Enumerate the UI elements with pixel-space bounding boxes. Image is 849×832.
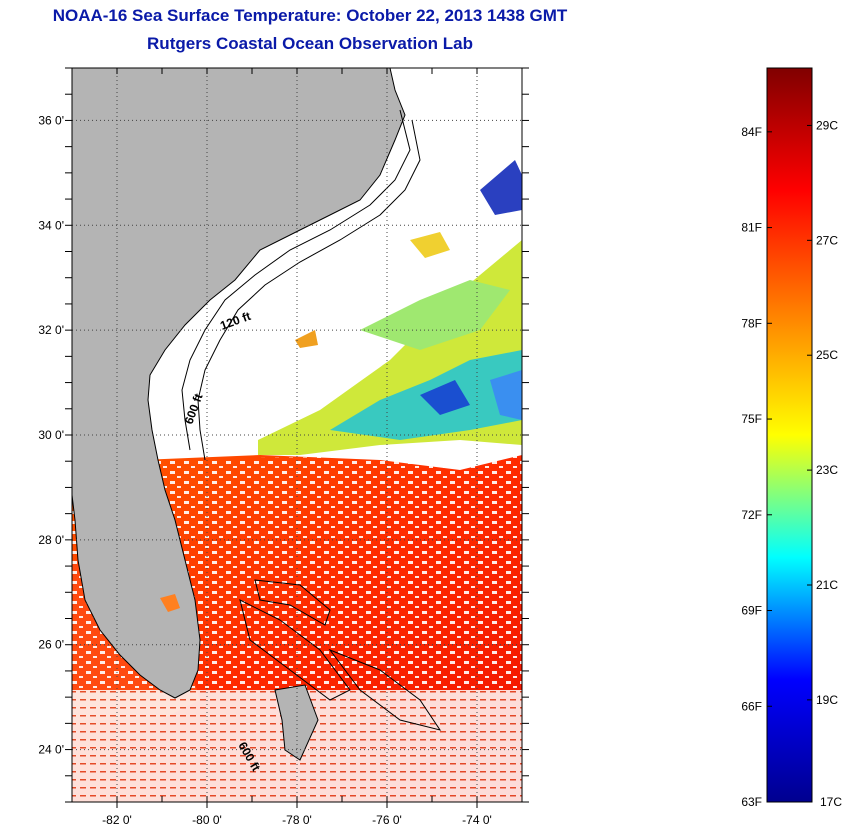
colorbar-label-c-5: 27C — [816, 233, 838, 247]
colorbar-label-c-3: 23C — [816, 463, 838, 477]
warm-blob-east — [295, 330, 318, 348]
tick-label-lat-2: 28 0' — [38, 533, 64, 547]
map-grid — [72, 68, 522, 802]
colorbar-label-f-4: 75F — [741, 412, 762, 426]
yellow-patch — [410, 232, 450, 258]
tick-label-lon-2: -78 0' — [282, 813, 312, 827]
map-axes: -82 0' -80 0' -78 0' -76 0' -74 0' 24 0' 26 0'… — [38, 67, 529, 827]
tick-label-lat-4: 32 0' — [38, 323, 64, 337]
tick-label-lat-0: 24 0' — [38, 743, 64, 757]
tick-label-lat-1: 26 0' — [38, 638, 64, 652]
lake-okeechobee — [160, 594, 180, 612]
colorbar-label-f-7: 84F — [741, 125, 762, 139]
colorbar-label-f-5: 78F — [741, 316, 762, 330]
cold-patch-3 — [490, 370, 522, 420]
cold-patch-2 — [420, 380, 470, 415]
land-mass — [72, 68, 406, 699]
colorbar-label-c-1: 19C — [816, 693, 838, 707]
bahamas-island-1 — [274, 684, 319, 761]
colorbar-label-c-6: 29C — [816, 118, 838, 132]
tick-label-lon-3: -76 0' — [372, 813, 402, 827]
colorbar-label-f-3: 72F — [741, 508, 762, 522]
bahamas-island-2 — [254, 579, 331, 626]
tick-label-lon-1: -80 0' — [192, 813, 222, 827]
cool-patch-4 — [360, 280, 510, 350]
colorbar-label-f-2: 69F — [741, 604, 762, 618]
colorbar-label-f-6: 81F — [741, 221, 762, 235]
map-subtitle: Rutgers Coastal Ocean Observation Lab — [147, 34, 473, 53]
colorbar-labels: 63F 66F 69F 72F 75F 78F 81F 84F 17C 19C 21C 23C 25C 2… — [741, 118, 842, 809]
map-title: NOAA-16 Sea Surface Temperature: October… — [52, 6, 568, 25]
colorbar — [766, 67, 813, 803]
contour-120ft — [181, 109, 411, 451]
colorbar-label-c-0: 17C — [820, 795, 842, 809]
contour-600ft — [197, 119, 421, 461]
warm-blob-north — [480, 160, 522, 215]
tick-label-lon-4: -74 0' — [462, 813, 492, 827]
colorbar-label-f-0: 63F — [741, 795, 762, 809]
bahamas-bank-2 — [328, 648, 442, 731]
colorbar-label-f-1: 66F — [741, 699, 762, 713]
tick-label-lon-0: -82 0' — [102, 813, 132, 827]
tick-label-lat-5: 34 0' — [38, 218, 64, 232]
tick-label-lat-3: 30 0' — [38, 428, 64, 442]
colorbar-label-c-2: 21C — [816, 578, 838, 592]
colorbar-label-c-4: 25C — [816, 348, 838, 362]
tick-label-lat-6: 36 0' — [38, 113, 64, 127]
